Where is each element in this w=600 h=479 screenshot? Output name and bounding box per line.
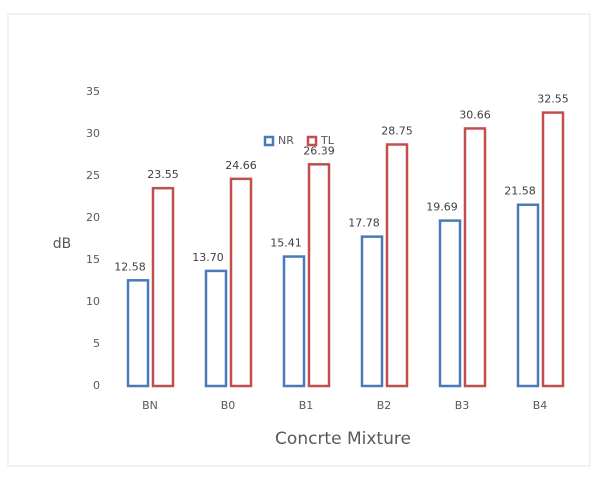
value-label: 17.78 [348,217,380,230]
x-tick-label: B4 [533,399,548,412]
value-label: 23.55 [147,168,179,181]
y-tick-label: 30 [86,127,100,140]
bar [463,127,487,388]
bar [385,143,409,388]
bar [204,269,228,388]
bar [307,163,331,388]
bar [151,186,175,388]
y-tick-label: 35 [86,85,100,98]
x-tick-label: B0 [221,399,236,412]
bar [438,219,462,388]
legend-label: NR [278,134,294,147]
bar [360,235,384,388]
x-tick-label: B2 [377,399,392,412]
x-tick-label: BN [142,399,158,412]
y-tick-label: 20 [86,211,100,224]
value-label: 19.69 [426,201,458,214]
y-tick-label: 15 [86,253,100,266]
y-tick-label: 25 [86,169,100,182]
x-axis-label: Concrte Mixture [275,429,411,449]
x-tick-label: B3 [455,399,470,412]
bar [126,279,150,388]
chart-frame [7,13,591,467]
value-label: 32.55 [537,93,569,106]
legend-label: TL [320,134,335,147]
value-label: 26.39 [303,144,335,157]
bar [541,111,565,388]
legend-swatch [306,135,318,147]
value-label: 30.66 [459,108,491,121]
value-label: 24.66 [225,159,257,172]
value-label: 12.58 [114,260,146,273]
value-label: 13.70 [192,251,224,264]
x-tick-label: B1 [299,399,314,412]
y-tick-label: 5 [93,337,100,350]
value-label: 21.58 [504,185,536,198]
legend-swatch [263,135,275,147]
bar [282,255,306,388]
y-tick-label: 0 [93,379,100,392]
bar [516,203,540,388]
y-tick-label: 10 [86,295,100,308]
y-axis-label: dB [53,236,72,252]
value-label: 15.41 [270,237,302,250]
bar [229,177,253,388]
value-label: 28.75 [381,125,413,138]
